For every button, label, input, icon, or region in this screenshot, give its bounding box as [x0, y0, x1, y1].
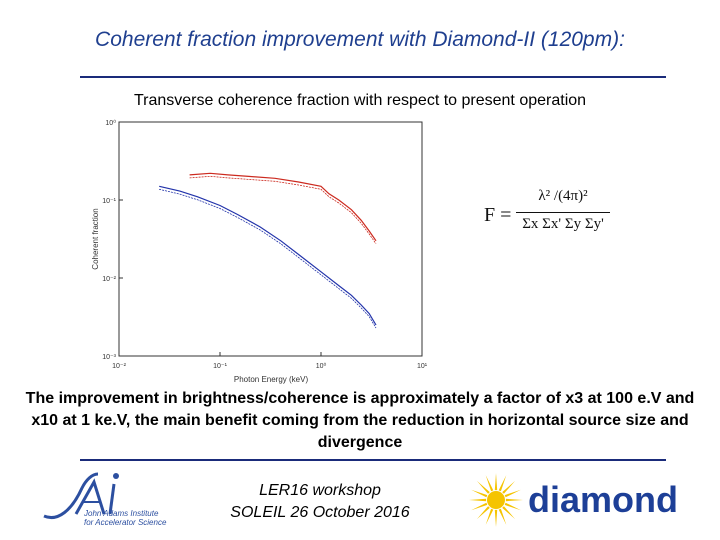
diamond-wordmark: diamond: [528, 479, 676, 520]
formula-numerator: λ² /(4π)²: [538, 188, 588, 204]
formula-fraction-bar: [516, 212, 610, 213]
coherent-fraction-chart: 10⁻³ 10⁻² 10⁻¹ 10⁰ 10⁻² 10⁻¹ 10⁰ 10¹ Photon En…: [91, 119, 428, 384]
sun-ray: [476, 480, 490, 494]
sun-ray: [502, 480, 516, 494]
series-line-1-alt: [189, 175, 377, 245]
formula-denominator: Σx Σx' Σy Σy': [522, 216, 604, 232]
footer-venue-date: SOLEIL 26 October 2016: [230, 504, 410, 521]
sun-ray: [505, 498, 523, 502]
y-tick-label: 10⁻³: [102, 354, 116, 361]
sun-ray: [469, 498, 487, 502]
sun-ray: [504, 502, 521, 511]
footer-rule: [80, 459, 666, 461]
slide-title: Coherent fraction improvement with Diamo…: [95, 28, 625, 51]
sun-ray: [471, 502, 488, 511]
sun-ray: [498, 475, 507, 492]
title-rule: [80, 76, 666, 78]
coherence-formula: F = λ² /(4π)² Σx Σx' Σy Σy': [484, 188, 614, 248]
jai-logo: John Adams Institute for Accelerator Sci…: [38, 466, 188, 530]
sun-ray: [476, 506, 490, 520]
series-line-2-alt: [159, 188, 377, 329]
jai-line2: for Accelerator Science: [84, 518, 167, 527]
plot-frame: [118, 121, 423, 357]
sun-ray: [471, 489, 488, 498]
jai-line1: John Adams Institute: [83, 509, 159, 518]
jai-logo-mark: John Adams Institute for Accelerator Sci…: [43, 472, 167, 527]
series-line-1: [189, 172, 377, 242]
footer-workshop: LER16 workshop: [259, 482, 381, 499]
sun-ray: [498, 508, 507, 525]
diamond-sun-icon: [469, 473, 523, 527]
y-tick-label: 10⁰: [105, 119, 116, 127]
slide-subtitle: Transverse coherence fraction with respe…: [133, 92, 587, 109]
y-axis-label: Coherent fraction: [91, 208, 100, 269]
sun-core: [487, 491, 505, 509]
x-tick-label: 10⁰: [316, 362, 327, 370]
sun-ray: [494, 473, 498, 491]
body-text: The improvement in brightness/coherence …: [25, 390, 695, 451]
y-tick-label: 10⁻²: [102, 276, 116, 283]
sun-ray: [485, 475, 494, 492]
footer-text: LER16 workshop SOLEIL 26 October 2016: [200, 480, 440, 524]
sun-ray: [502, 506, 516, 520]
y-tick-label: 10⁻¹: [102, 198, 116, 205]
diamond-logo: diamond: [466, 470, 678, 530]
x-axis-label: Photon Energy (keV): [234, 375, 309, 384]
x-tick-label: 10⁻²: [112, 363, 126, 370]
x-tick-label: 10¹: [417, 363, 428, 370]
diamond-logo-mark: diamond: [469, 473, 678, 527]
sun-ray: [504, 489, 521, 498]
sun-ray: [494, 509, 498, 527]
sun-ray: [485, 508, 494, 525]
x-tick-label: 10⁻¹: [213, 363, 227, 370]
series-line-2: [159, 185, 377, 326]
formula-lhs: F =: [484, 204, 512, 226]
